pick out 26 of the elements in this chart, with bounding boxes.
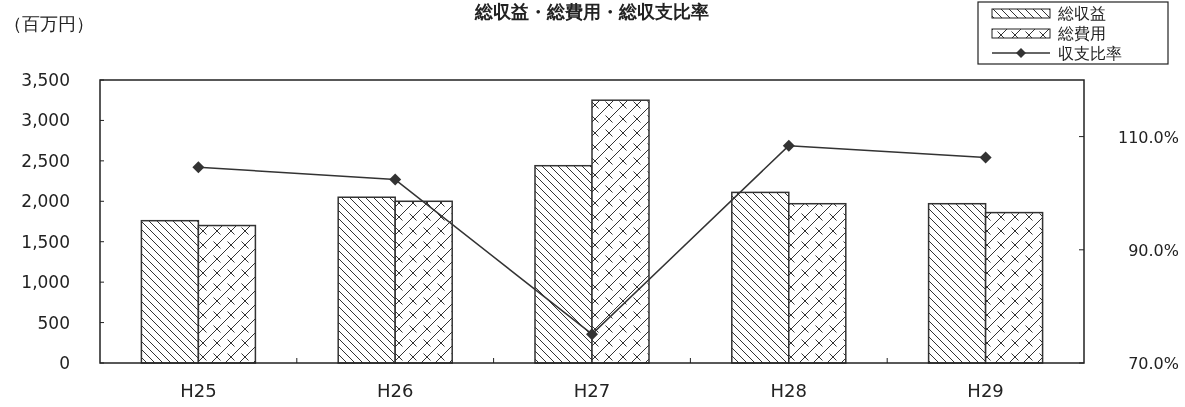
point: [192, 161, 205, 174]
y2-tick-label: 70.0%: [1128, 354, 1179, 373]
chart-title: 総収益・総費用・総収支比率: [474, 1, 709, 22]
y-tick-label: 0: [59, 353, 70, 373]
y-axis-title: （百万円）: [4, 13, 94, 34]
y-tick-label: 3,000: [21, 110, 70, 131]
x-tick-label: H29: [967, 380, 1004, 401]
legend-label: 総収益: [1057, 4, 1106, 23]
point: [586, 328, 598, 341]
y2-tick-label: 90.0%: [1128, 240, 1179, 260]
x-tick-label: H25: [180, 380, 217, 401]
point: [389, 173, 402, 186]
y-tick-label: 2,500: [21, 150, 70, 171]
y-tick-label: 1,000: [21, 272, 70, 293]
point: [979, 151, 992, 164]
x-tick-label: H27: [573, 380, 611, 401]
y2-tick-label: 110.0%: [1117, 127, 1179, 147]
y-tick-label: 1,500: [21, 231, 70, 252]
x-tick-label: H26: [376, 380, 414, 401]
y-tick-label: 500: [37, 312, 70, 333]
x-tick-label: H28: [770, 380, 808, 401]
point: [782, 139, 795, 152]
legend-label: 総費用: [1057, 24, 1106, 43]
y-tick-label: 2,000: [21, 191, 70, 212]
legend-label: 収支比率: [1058, 44, 1122, 63]
y-tick-label: 3,500: [21, 70, 70, 90]
